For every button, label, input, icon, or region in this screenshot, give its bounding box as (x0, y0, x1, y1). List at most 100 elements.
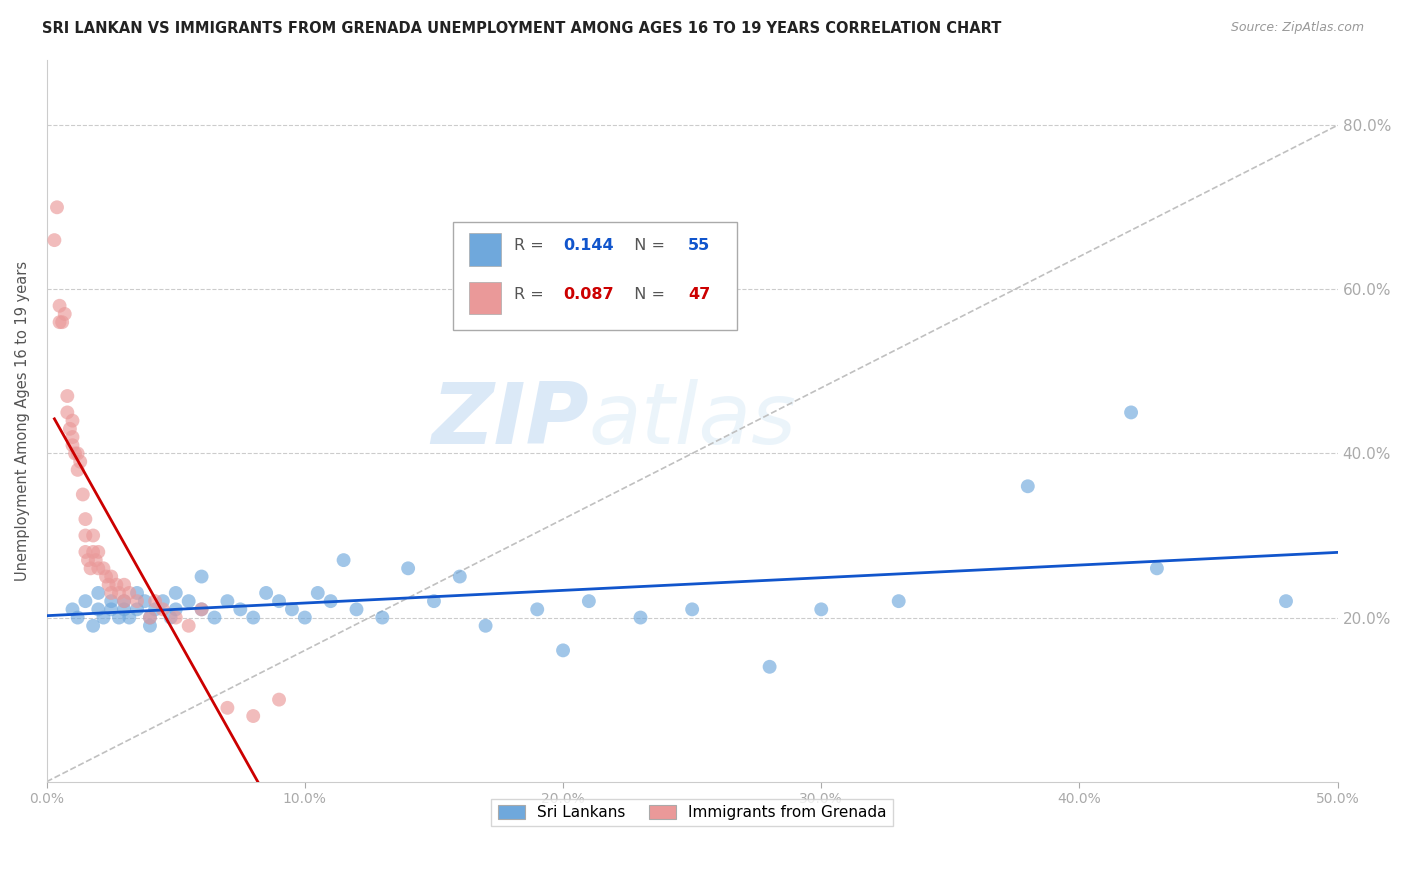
Point (108, 586, 131, 600)
Point (125, 594, 148, 608)
Point (75, 594, 97, 608)
Point (267, 594, 290, 608)
Point (62, 602, 84, 616)
Point (125, 586, 148, 600)
Point (165, 610, 187, 624)
Point (474, 619, 496, 633)
Point (346, 602, 368, 616)
Point (56, 405, 79, 419)
Point (139, 610, 162, 624)
Point (267, 692, 290, 706)
Point (190, 569, 212, 583)
Point (44, 233, 66, 247)
Point (758, 660, 780, 674)
Point (100, 594, 122, 608)
Point (75, 512, 97, 526)
Point (62, 430, 84, 444)
Point (100, 602, 122, 616)
Point (84, 553, 107, 567)
Point (681, 602, 703, 616)
Point (79, 561, 101, 575)
Point (118, 610, 141, 624)
Point (1119, 405, 1142, 419)
Point (112, 602, 135, 616)
Point (1275, 594, 1298, 608)
Point (93, 561, 115, 575)
Point (51, 315, 73, 329)
Point (139, 610, 162, 624)
Point (105, 578, 128, 592)
Point (66, 463, 89, 477)
Point (66, 446, 89, 460)
Point (125, 602, 148, 616)
Point (332, 553, 354, 567)
Point (810, 602, 832, 616)
Point (242, 610, 264, 624)
Point (152, 602, 174, 616)
Point (53, 307, 76, 321)
Y-axis label: Unemployment Among Ages 16 to 19 years: Unemployment Among Ages 16 to 19 years (15, 260, 30, 581)
Point (578, 594, 600, 608)
Point (93, 610, 115, 624)
Point (281, 602, 304, 616)
Point (177, 594, 200, 608)
Text: N =: N = (624, 286, 669, 301)
Text: 55: 55 (689, 238, 710, 253)
Point (307, 586, 329, 600)
Point (62, 414, 84, 428)
Point (100, 586, 122, 600)
Point (134, 594, 156, 608)
Point (165, 602, 187, 616)
Point (112, 594, 135, 608)
Text: 0.087: 0.087 (562, 286, 613, 301)
Point (48, 315, 70, 329)
Point (165, 586, 187, 600)
Text: atlas: atlas (589, 379, 797, 462)
Point (371, 610, 394, 624)
Point (75, 545, 97, 559)
Point (254, 586, 277, 600)
Point (63, 446, 86, 460)
Point (87, 545, 110, 559)
Text: 0.144: 0.144 (562, 238, 613, 253)
Point (449, 569, 471, 583)
Point (112, 594, 135, 608)
Legend: Sri Lankans, Immigrants from Grenada: Sri Lankans, Immigrants from Grenada (492, 798, 893, 826)
Point (396, 561, 419, 575)
Text: ZIP: ZIP (432, 379, 589, 462)
Point (56, 389, 79, 403)
Point (87, 586, 110, 600)
Text: R =: R = (515, 286, 548, 301)
Point (82, 619, 104, 633)
Point (87, 561, 110, 575)
Point (229, 602, 252, 616)
Point (423, 594, 446, 608)
Point (72, 487, 94, 501)
Point (59, 422, 82, 436)
Point (87, 602, 110, 616)
Point (62, 438, 84, 452)
Point (77, 553, 100, 567)
Point (294, 610, 316, 624)
Point (1146, 561, 1168, 575)
Point (46, 200, 69, 214)
Point (551, 643, 574, 657)
Point (217, 701, 239, 715)
Point (118, 586, 141, 600)
Point (152, 594, 174, 608)
Point (190, 602, 212, 616)
Point (108, 610, 131, 624)
Point (177, 619, 200, 633)
Point (139, 619, 162, 633)
FancyBboxPatch shape (468, 233, 501, 266)
Point (66, 610, 89, 624)
Point (630, 610, 652, 624)
Point (159, 610, 181, 624)
Point (887, 594, 910, 608)
Point (82, 528, 104, 542)
FancyBboxPatch shape (453, 222, 737, 330)
Point (204, 610, 226, 624)
Text: R =: R = (515, 238, 548, 253)
Point (48, 299, 70, 313)
Text: N =: N = (624, 238, 669, 253)
